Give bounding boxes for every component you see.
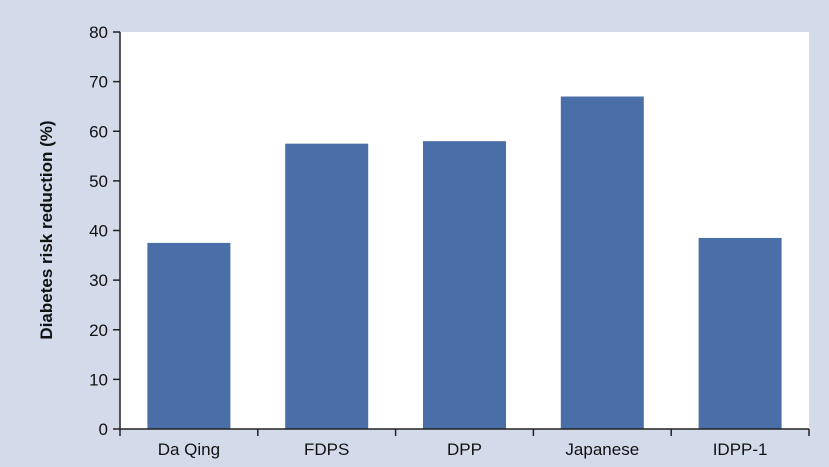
bar-dpp <box>423 141 506 430</box>
y-tick-label: 70 <box>89 73 108 92</box>
y-axis-title: Diabetes risk reduction (%) <box>37 120 56 339</box>
y-axis-ticks: 0 10 20 30 40 50 60 70 80 <box>89 23 120 439</box>
x-axis-ticks: Da Qing FDPS DPP Japanese IDPP-1 <box>119 429 810 459</box>
x-tick-label: Japanese <box>565 440 639 459</box>
x-tick-label: FDPS <box>304 440 349 459</box>
y-tick-label: 10 <box>89 370 108 389</box>
y-tick-label: 60 <box>89 122 108 141</box>
y-tick-label: 80 <box>89 23 108 42</box>
y-tick-label: 40 <box>89 222 108 241</box>
bar-series <box>147 96 782 430</box>
y-tick-label: 30 <box>89 271 108 290</box>
y-tick-label: 50 <box>89 172 108 191</box>
bar-fdps <box>285 143 369 429</box>
bar-da-qing <box>147 242 231 429</box>
y-tick-label: 0 <box>99 420 108 439</box>
x-tick-label: IDPP-1 <box>713 440 768 459</box>
y-tick-label: 20 <box>89 321 108 340</box>
bar-idpp-1 <box>698 237 782 429</box>
x-tick-label: Da Qing <box>158 440 220 459</box>
bar-japanese <box>560 96 644 429</box>
x-tick-label: DPP <box>447 440 482 459</box>
